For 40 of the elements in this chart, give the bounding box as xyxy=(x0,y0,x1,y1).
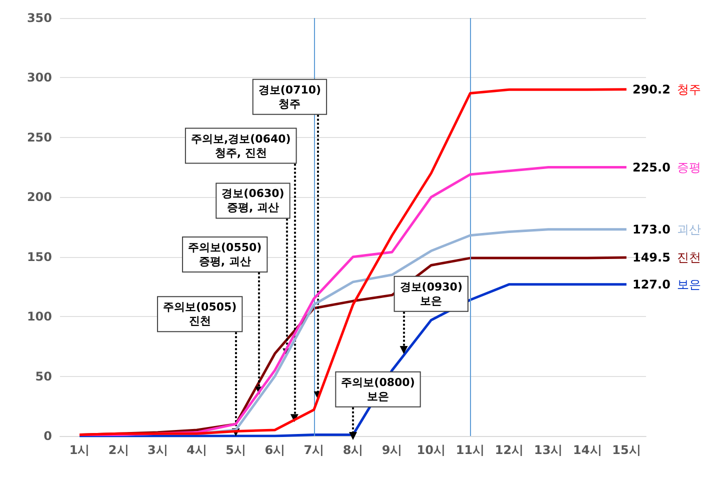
annotation: 경보(0710) 청주 xyxy=(258,83,322,110)
annotation: 주의보(0800) 보은 xyxy=(341,376,415,403)
x-tick-label: 12시 xyxy=(494,443,524,457)
x-tick-label: 9시 xyxy=(382,443,402,457)
text: 청주 xyxy=(677,82,702,96)
annotation: 경보(0630) 증평, 괴산 xyxy=(222,187,284,214)
text: 진천 xyxy=(677,250,702,264)
y-tick-label: 100 xyxy=(26,310,52,324)
annotation: 주의보,경보(0640) 청주, 진천 xyxy=(190,132,291,160)
text: 괴산 xyxy=(677,222,702,236)
y-tick-label: 350 xyxy=(26,11,52,25)
x-tick-label: 3시 xyxy=(147,443,168,457)
x-tick-label: 10시 xyxy=(416,443,446,457)
x-tick-label: 2시 xyxy=(108,443,129,457)
x-tick-label: 6시 xyxy=(264,443,286,457)
text: 증평 xyxy=(677,160,702,174)
annotation: 주의보(0550) 증평, 괴산 xyxy=(188,240,262,268)
x-tick-label: 4시 xyxy=(186,443,207,457)
data-label: 173.0 xyxy=(632,222,670,236)
data-label: 149.5 xyxy=(632,250,670,264)
y-tick-label: 200 xyxy=(26,190,52,204)
y-tick-label: 50 xyxy=(35,369,52,384)
y-tick-label: 250 xyxy=(26,130,52,144)
y-tick-label: 300 xyxy=(26,70,52,85)
x-tick-label: 1시 xyxy=(69,443,90,457)
data-label: 225.0 xyxy=(632,160,670,174)
x-tick-label: 14시 xyxy=(573,443,602,457)
x-tick-label: 7시 xyxy=(304,443,324,457)
data-label: 290.2 xyxy=(632,82,670,96)
y-tick-label: 150 xyxy=(26,250,52,264)
x-tick-label: 15시 xyxy=(612,443,641,457)
data-label: 127.0 xyxy=(632,277,670,292)
x-tick-label: 5시 xyxy=(226,443,246,457)
annotation: 주의보(0505) 진천 xyxy=(163,300,237,328)
y-tick-label: 0 xyxy=(44,429,52,443)
x-tick-label: 8시 xyxy=(342,443,364,457)
x-tick-label: 11시 xyxy=(456,443,485,457)
x-tick-label: 13시 xyxy=(534,443,563,457)
annotation: 경보(0930) 보은 xyxy=(400,280,462,308)
text: 보은 xyxy=(677,277,702,292)
